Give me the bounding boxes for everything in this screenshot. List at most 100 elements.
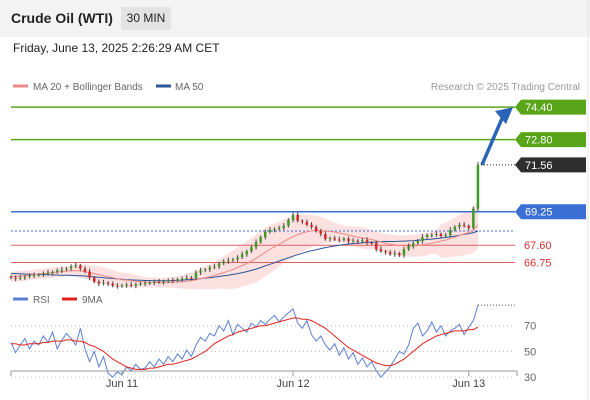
candle-body (328, 238, 332, 240)
candle-body (254, 242, 258, 248)
candle-body (296, 214, 299, 221)
candles (9, 161, 480, 289)
candle-body (398, 253, 401, 256)
x-tick-label-2: Jun 13 (452, 378, 485, 390)
last-tag-2: 71.56 (525, 160, 553, 172)
candle-body (190, 277, 193, 279)
rsi-tick-50: 50 (524, 346, 536, 358)
candle-body (402, 249, 406, 256)
candle-body (291, 214, 295, 220)
candle-body (9, 276, 13, 278)
arrow-head (495, 107, 513, 125)
candle-body (388, 252, 392, 255)
candle-body (60, 269, 64, 271)
candle-body (314, 226, 318, 231)
target-arrow (480, 107, 513, 166)
candle-body (162, 281, 165, 283)
candle-body (250, 247, 253, 252)
candle-body (56, 270, 59, 272)
rsi-tick-70: 70 (524, 321, 536, 333)
candle-body (361, 240, 364, 242)
last-tag-bg-2 (515, 157, 586, 173)
candle-body (194, 272, 198, 279)
candle-body (273, 229, 276, 230)
candle-body (74, 265, 77, 267)
candle-body (259, 237, 262, 243)
candle-body (282, 225, 285, 228)
x-axis: Jun 11 Jun 12 Jun 13 (10, 371, 518, 390)
candle-body (134, 284, 138, 286)
candle-body (421, 237, 424, 242)
candle-body (227, 260, 230, 262)
candle-body (449, 230, 452, 236)
price-levels (11, 106, 515, 263)
candle-body (425, 235, 429, 237)
candle-body (199, 270, 202, 273)
candle-body (412, 243, 415, 247)
candle-body (120, 285, 124, 287)
timeframe-button[interactable]: 30 MIN (121, 7, 171, 30)
candle-body (277, 227, 281, 229)
candle-body (102, 282, 105, 284)
candle-body (37, 274, 40, 276)
candle-body (125, 284, 128, 286)
candle-body (379, 249, 383, 252)
research-credit: Research © 2025 Trading Central (431, 82, 580, 93)
header-bar: Crude Oil (WTI) 30 MIN (0, 0, 590, 37)
candle-body (245, 251, 248, 255)
candle-body (236, 257, 239, 260)
candle-body (23, 276, 27, 278)
candle-body (301, 220, 304, 222)
candle-body (472, 208, 475, 228)
candle-body (116, 285, 119, 287)
candle-body (153, 281, 156, 283)
candle-body (139, 283, 142, 285)
support-tag-5: 66.75 (524, 257, 552, 269)
candle-body (467, 225, 470, 228)
support-tag-4: 67.60 (524, 240, 552, 252)
candle-body (106, 282, 110, 284)
rsi-grid: 70 50 30 (11, 321, 536, 384)
candle-body (453, 226, 457, 230)
resistance-tag-0: 74.40 (525, 102, 553, 114)
candle-body (370, 242, 373, 244)
candle-body (176, 279, 179, 281)
candle-body (222, 261, 225, 264)
rsi-tick-30: 30 (524, 372, 536, 384)
candle-body (439, 234, 443, 236)
candle-body (79, 265, 82, 269)
instrument-title: Crude Oil (WTI) (11, 10, 113, 26)
candle-body (32, 275, 36, 277)
rsi-lines (10, 304, 515, 378)
candle-body (416, 241, 420, 244)
candle-body (458, 224, 461, 227)
candle-body (88, 271, 91, 278)
candle-body (97, 281, 101, 284)
candle-body (319, 231, 322, 234)
candle-body (240, 254, 244, 258)
pivot-tag-bg-3 (515, 204, 586, 220)
legend-rsi-label: RSI (33, 295, 50, 306)
candle-body (333, 238, 336, 240)
resistance-tag-1: 72.80 (525, 135, 553, 147)
legend-9ma-label: 9MA (82, 295, 103, 306)
candle-body (287, 219, 290, 226)
candle-body (342, 238, 346, 241)
candle-body (203, 269, 207, 271)
candle-body (69, 266, 73, 269)
x-tick-label-0: Jun 11 (106, 378, 138, 390)
resistance-tag-bg-1 (515, 132, 586, 148)
candle-body (213, 266, 216, 268)
candle-body (347, 238, 350, 242)
candle-body (83, 268, 87, 272)
candle-body (42, 273, 45, 275)
candle-body (19, 277, 22, 279)
candle-body (268, 230, 272, 232)
candle-body (217, 263, 221, 267)
candle-body (338, 239, 341, 241)
candle-body (65, 268, 68, 270)
candle-body (407, 246, 410, 250)
candle-body (28, 275, 31, 277)
candle-body (14, 277, 17, 279)
